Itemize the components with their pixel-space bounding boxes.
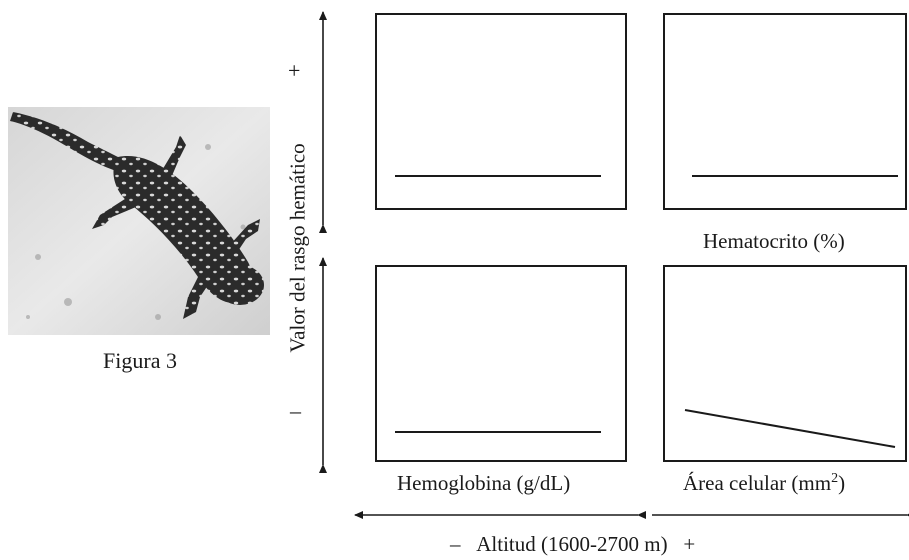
panel-bottom-right (663, 265, 907, 462)
panel-top-right (663, 13, 907, 210)
panel-bottom-left (375, 265, 627, 462)
salamander-photo (8, 107, 270, 335)
y-axis-plus: + (288, 58, 301, 83)
label-hematocrito: Hematocrito (%) (703, 229, 845, 253)
figure-caption: Figura 3 (103, 348, 177, 373)
trend-line-area-celular (684, 409, 896, 448)
x-axis-label: Altitud (1600-2700 m) (476, 532, 668, 556)
x-axis-plus: + (683, 532, 696, 556)
x-axis-title: – Altitud (1600-2700 m) + (450, 532, 695, 557)
panel-top-left (375, 13, 627, 210)
x-axis-minus: – (450, 532, 461, 556)
label-hemoglobina: Hemoglobina (g/dL) (397, 471, 571, 495)
y-axis-minus: – (290, 398, 301, 423)
label-area-celular: Área celular (mm2) (683, 471, 846, 495)
